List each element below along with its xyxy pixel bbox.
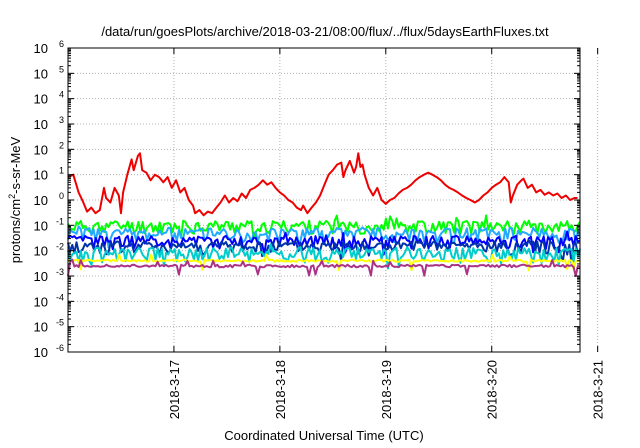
y-tick-label-base: 10 [34,92,48,107]
y-tick-label-base: 10 [34,320,48,335]
y-tick-label: 10 -4 [34,292,64,309]
y-tick-label: 10 -5 [34,318,64,335]
y-tick-label-base: 10 [34,66,48,81]
y-tick-label-base: 10 [34,168,48,183]
y-tick-label: 10 -6 [34,343,64,360]
y-axis-label-rest: -s-sr-MeV [8,136,23,193]
y-tick-label: 10 -1 [34,216,64,233]
series-line-5 [67,243,581,270]
y-tick-label-base: 10 [34,218,48,233]
y-tick-label-base: 10 [34,244,48,259]
y-tick-label-base: 10 [34,142,48,157]
y-axis-label-sup: 2 [7,194,17,199]
x-tick-label: 2018-3-20 [485,360,500,419]
y-tick-label-exp: -3 [56,267,64,277]
y-tick-label: 10 5 [34,64,64,81]
series-line-6 [67,253,581,272]
y-tick-label: 10 2 [34,140,64,157]
y-tick-label-exp: -6 [56,343,64,353]
y-tick-label-exp: -4 [56,292,64,302]
series-line-0 [67,152,578,217]
y-tick-label: 10 1 [34,166,64,183]
y-tick-label: 10 6 [34,39,64,56]
y-tick-label-exp: 1 [59,166,64,176]
y-axis-label: protons/cm2-s-sr-MeV [7,136,23,263]
x-tick-label: 2018-3-21 [591,360,606,419]
y-tick-label-base: 10 [34,193,48,208]
y-tick-label-base: 10 [34,117,48,132]
series-line-1 [67,214,581,240]
x-tick-label: 2018-3-18 [273,360,288,419]
x-axis-ticks: 2018-3-17 2018-3-18 2018-3-19 2018-3-20 2018… [167,48,606,419]
y-tick-label-exp: -1 [56,216,64,226]
chart-title: /data/run/goesPlots/archive/2018-03-21/0… [101,24,549,39]
y-tick-label: 10 3 [34,115,64,132]
y-tick-label: 10 4 [34,90,64,107]
plot-series [67,152,581,277]
y-tick-label-exp: -2 [56,242,64,252]
x-tick-label: 2018-3-19 [379,360,394,419]
y-tick-label-base: 10 [34,41,48,56]
y-tick-label-base: 10 [34,269,48,284]
y-tick-label: 10 0 [34,191,64,208]
y-tick-label-exp: 4 [59,90,64,100]
y-tick-label-base: 10 [34,294,48,309]
y-tick-label-exp: 6 [59,39,64,49]
y-tick-label-exp: 5 [59,64,64,74]
y-tick-label: 10 -3 [34,267,64,284]
y-axis-label-base: protons/cm [8,199,23,263]
y-tick-label-exp: -5 [56,318,64,328]
series-line-7 [67,258,581,277]
y-axis-ticks: 10 -610 -510 -410 -310 -210 -110 010 110 210 310 41… [34,39,580,360]
y-tick-label-base: 10 [34,345,48,360]
y-tick-label-exp: 0 [59,191,64,201]
x-tick-label: 2018-3-17 [167,360,182,419]
y-tick-label-exp: 3 [59,115,64,125]
y-tick-label-exp: 2 [59,140,64,150]
y-tick-label: 10 -2 [34,242,64,259]
x-axis-label: Coordinated Universal Time (UTC) [224,428,423,443]
